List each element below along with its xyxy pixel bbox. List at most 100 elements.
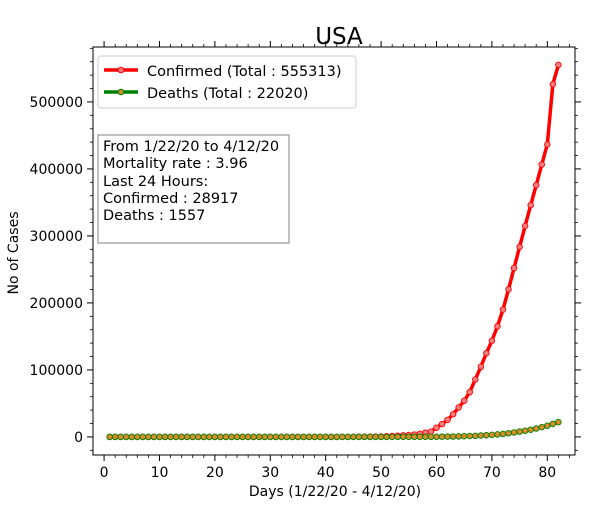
- data-point: [527, 426, 534, 433]
- data-point: [388, 433, 396, 441]
- data-point: [411, 433, 418, 441]
- chart-title: USA: [315, 24, 363, 50]
- legend-deaths-label: Deaths (Total : 22020): [147, 86, 308, 102]
- data-point: [488, 431, 496, 439]
- data-point: [200, 433, 208, 441]
- axes: 0 10 20 30 40 50 60 70 80 0 100000 200000 300000 4000…: [30, 41, 581, 481]
- data-point: [499, 306, 507, 313]
- data-point: [544, 422, 551, 429]
- data-point: [322, 433, 329, 441]
- y-tick-label: 0: [74, 430, 83, 446]
- data-point: [516, 428, 523, 435]
- data-point: [206, 433, 213, 441]
- data-point: [172, 433, 180, 441]
- y-tick-label: 100000: [30, 363, 83, 379]
- data-point: [494, 323, 501, 330]
- x-tick-label: 80: [538, 465, 556, 481]
- legend-confirmed-label: Confirmed (Total : 555313): [147, 64, 342, 80]
- data-point: [289, 433, 296, 441]
- data-point: [233, 433, 241, 441]
- data-point: [538, 161, 546, 168]
- data-point: [361, 433, 368, 441]
- data-point: [460, 432, 468, 440]
- data-point: [455, 433, 462, 440]
- data-point: [400, 433, 407, 441]
- annotation-line-date-range: From 1/22/20 to 4/12/20: [103, 139, 279, 155]
- data-point: [350, 433, 357, 441]
- x-tick-label: 70: [483, 465, 501, 481]
- data-point: [183, 433, 191, 441]
- data-point: [488, 337, 496, 345]
- y-tick-label: 200000: [30, 296, 83, 312]
- data-point: [311, 433, 318, 441]
- data-point: [178, 433, 185, 441]
- data-point: [228, 433, 235, 441]
- data-point: [494, 431, 501, 438]
- data-point: [156, 433, 163, 441]
- data-point: [449, 433, 457, 440]
- data-point: [405, 433, 413, 441]
- data-point: [394, 433, 401, 441]
- data-point: [521, 427, 529, 434]
- data-point: [150, 433, 158, 441]
- data-point: [555, 418, 562, 426]
- data-point: [300, 433, 307, 441]
- data-point: [261, 433, 269, 441]
- data-point: [555, 61, 562, 69]
- data-point: [466, 388, 473, 396]
- data-point: [111, 433, 119, 441]
- data-point: [255, 433, 263, 441]
- x-axis-label: Days (1/22/20 - 4/12/20): [249, 484, 421, 500]
- data-point: [117, 433, 124, 441]
- data-point: [544, 141, 551, 148]
- data-point: [444, 416, 451, 424]
- x-tick-label: 20: [206, 465, 224, 481]
- annotation-border: [97, 134, 290, 244]
- data-point: [532, 425, 540, 432]
- data-point: [427, 433, 435, 441]
- x-tick-label: 60: [428, 465, 446, 481]
- data-point: [305, 433, 313, 441]
- data-point: [433, 424, 440, 431]
- data-point: [510, 264, 518, 272]
- data-point: [189, 433, 196, 441]
- data-point: [139, 433, 147, 441]
- data-point: [167, 433, 174, 441]
- data-point: [355, 433, 363, 441]
- annotation-line-deaths: Deaths : 1557: [103, 208, 205, 224]
- x-tick-label: 10: [151, 465, 169, 481]
- data-point: [472, 432, 479, 440]
- data-point: [195, 433, 202, 441]
- data-point: [521, 222, 529, 230]
- y-tick-label: 300000: [30, 229, 83, 245]
- data-point: [122, 433, 130, 441]
- x-tick-label: 0: [100, 465, 109, 481]
- data-point: [527, 201, 534, 209]
- data-point: [466, 432, 473, 440]
- data-point: [239, 433, 246, 441]
- data-point: [250, 433, 257, 441]
- annotation-line-last24: Last 24 Hours:: [103, 174, 208, 190]
- y-tick-label: 400000: [30, 162, 83, 178]
- data-point: [499, 430, 507, 438]
- data-point: [483, 350, 490, 357]
- data-point: [106, 433, 113, 441]
- plot-area: [106, 61, 562, 441]
- data-point: [505, 286, 512, 293]
- data-point: [222, 433, 230, 441]
- data-point: [272, 433, 280, 441]
- x-tick-label: 50: [372, 465, 390, 481]
- data-point: [134, 433, 141, 441]
- data-point: [339, 433, 346, 441]
- data-point: [244, 433, 252, 441]
- legend-deaths-marker: [117, 88, 125, 96]
- data-point: [505, 429, 512, 437]
- annotation-line-mortality: Mortality rate : 3.96: [103, 156, 248, 172]
- data-point: [344, 433, 352, 441]
- series-line-0: [109, 64, 561, 439]
- data-point: [161, 433, 169, 441]
- data-point: [383, 433, 390, 441]
- data-point: [460, 397, 468, 405]
- y-axis-label: No of Cases: [6, 212, 22, 295]
